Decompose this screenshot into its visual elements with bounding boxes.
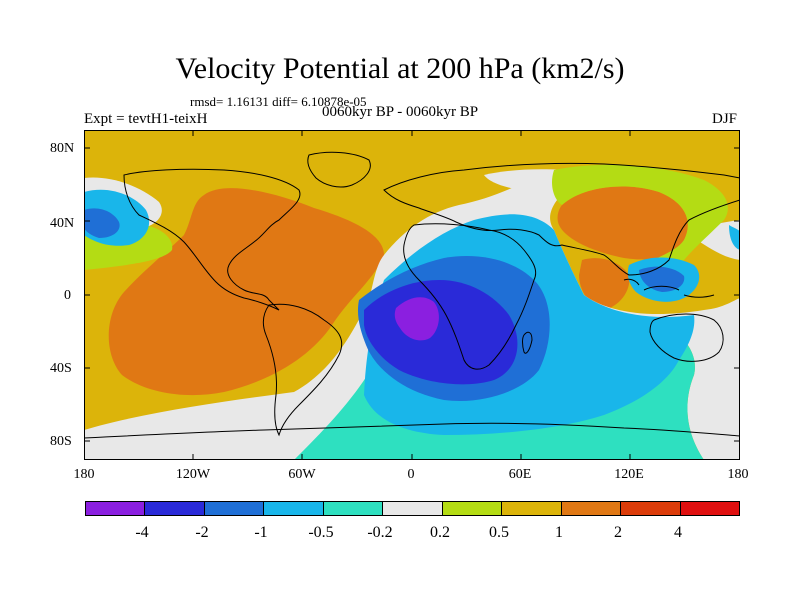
lat-label-40n: 40N: [50, 216, 75, 231]
colorbar-label: 2: [614, 524, 622, 541]
colorbar-label: 0.2: [430, 524, 450, 541]
field-neg-maritime-inner: [639, 266, 685, 292]
colorbar-label: 1: [555, 524, 563, 541]
lon-label-60w: 60W: [288, 467, 316, 482]
colorbar-swatch: [561, 502, 622, 515]
field-neg-pacific-ne-inner: [84, 208, 120, 238]
lon-label-0: 0: [407, 467, 415, 482]
coastline-south-america: [262, 303, 343, 437]
lat-label-eq: 0: [64, 288, 71, 303]
lon-label-120w: 120W: [175, 467, 211, 482]
lat-label-40s: 40S: [50, 361, 72, 376]
field-positive-americas: [108, 188, 385, 396]
coastline-australia: [649, 313, 724, 362]
colorbar: [85, 501, 740, 516]
lat-label-80n: 80N: [50, 141, 75, 156]
field-neg4: [394, 297, 439, 341]
colorbar-swatch: [323, 502, 384, 515]
colorbar-swatch: [621, 502, 681, 515]
coastline-maritime-islands: [623, 278, 715, 298]
lon-label-180w: 180: [73, 467, 95, 482]
colorbar-label: -1: [254, 524, 268, 541]
colorbar-swatch: [442, 502, 503, 515]
field-slight-positive-asia: [551, 164, 728, 285]
lon-label-180e: 180: [727, 467, 749, 482]
page-title: Velocity Potential at 200 hPa (km2/s): [175, 52, 625, 85]
field-neutral-africa-arc: [84, 180, 740, 460]
map-ticks: [84, 130, 740, 460]
field-positive-southeast-asia: [579, 258, 630, 310]
lon-label-60e: 60E: [508, 467, 532, 482]
coastline-north-america: [123, 168, 301, 311]
experiment-label: Expt = tevtH1-teixH: [84, 111, 208, 127]
period-label: 0060kyr BP - 0060kyr BP: [322, 104, 479, 120]
colorbar-swatch: [145, 502, 205, 515]
colorbar-swatch: [264, 502, 324, 515]
season-label: DJF: [712, 111, 738, 127]
colorbar-label: 4: [674, 524, 682, 541]
stats-label: rmsd= 1.16131 diff= 6.10878e-05: [190, 94, 367, 109]
colorbar-swatch: [204, 502, 265, 515]
colorbar-swatch: [383, 502, 443, 515]
field-positive-asia: [557, 186, 688, 260]
coastlines: [84, 151, 740, 439]
coastline-madagascar: [522, 331, 533, 354]
colorbar-swatch: [680, 502, 739, 515]
colorbar-label: -4: [135, 524, 149, 541]
colorbar-swatch: [502, 502, 562, 515]
colorbar-label: -0.2: [367, 524, 393, 541]
colorbar-label: -0.5: [308, 524, 334, 541]
colorbar-label: -2: [195, 524, 209, 541]
lat-label-80s: 80S: [50, 434, 72, 449]
coastline-greenland: [307, 151, 371, 188]
field-neg-east-edge: [729, 225, 740, 250]
colorbar-swatch: [86, 502, 146, 515]
lon-label-120e: 120E: [614, 467, 644, 482]
coastline-antarctica: [84, 422, 740, 439]
coastline-africa: [403, 223, 537, 370]
coastline-eurasia: [383, 162, 740, 276]
velocity-potential-map: [84, 130, 740, 460]
colorbar-label: 0.5: [489, 524, 509, 541]
